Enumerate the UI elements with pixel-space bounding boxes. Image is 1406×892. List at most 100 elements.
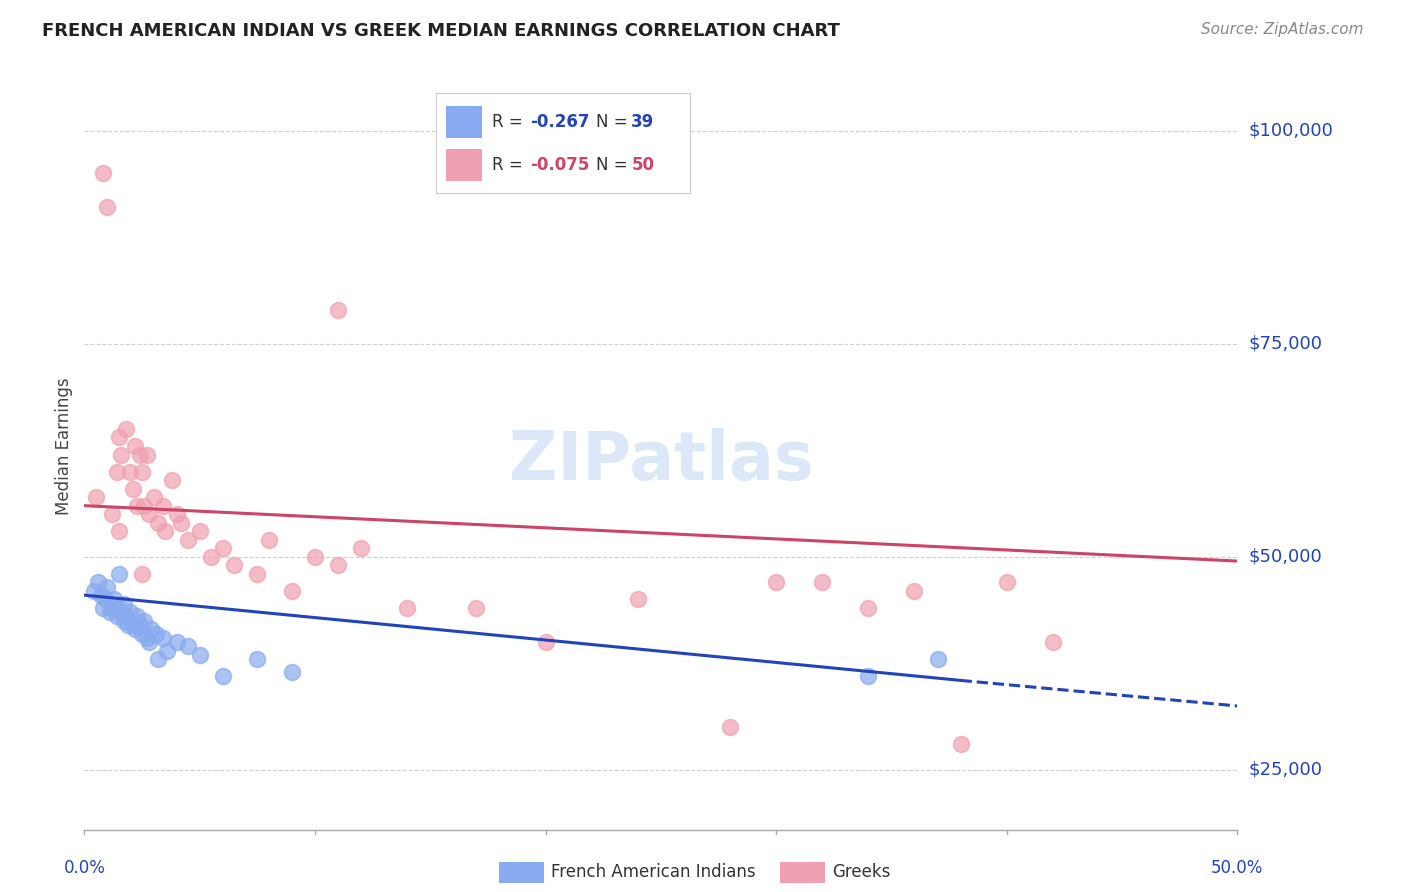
Point bbox=[903, 583, 925, 598]
Point bbox=[718, 720, 741, 734]
Point bbox=[166, 635, 188, 649]
Point bbox=[110, 605, 132, 619]
Text: Greeks: Greeks bbox=[832, 863, 891, 881]
Point bbox=[110, 448, 132, 462]
Text: $50,000: $50,000 bbox=[1249, 548, 1322, 566]
Point bbox=[127, 499, 149, 513]
Point bbox=[117, 618, 139, 632]
Point bbox=[128, 448, 150, 462]
Point bbox=[246, 652, 269, 666]
Text: ZIPatlas: ZIPatlas bbox=[509, 428, 813, 494]
Point bbox=[153, 524, 176, 539]
Point bbox=[89, 588, 111, 602]
Text: $25,000: $25,000 bbox=[1249, 761, 1323, 779]
Point bbox=[170, 516, 193, 530]
Point bbox=[326, 302, 349, 317]
Point bbox=[465, 601, 488, 615]
Point bbox=[131, 566, 153, 581]
Point bbox=[108, 430, 131, 444]
Point bbox=[138, 635, 160, 649]
Point bbox=[811, 575, 834, 590]
Point bbox=[84, 490, 107, 504]
Point bbox=[134, 499, 156, 513]
Point bbox=[115, 422, 138, 436]
Point bbox=[96, 580, 118, 594]
Point bbox=[108, 566, 131, 581]
Point bbox=[146, 652, 169, 666]
Point bbox=[131, 465, 153, 479]
Point bbox=[115, 609, 138, 624]
Text: French American Indians: French American Indians bbox=[551, 863, 756, 881]
Point bbox=[927, 652, 949, 666]
Point bbox=[94, 592, 117, 607]
Point bbox=[108, 601, 131, 615]
Point bbox=[152, 631, 174, 645]
Point bbox=[101, 507, 124, 521]
Point bbox=[120, 605, 142, 619]
Point bbox=[146, 516, 169, 530]
Point bbox=[765, 575, 787, 590]
Point bbox=[177, 640, 200, 654]
Point bbox=[98, 605, 121, 619]
Point bbox=[281, 583, 304, 598]
Point bbox=[246, 566, 269, 581]
Point bbox=[112, 597, 135, 611]
Point bbox=[224, 558, 246, 573]
Point bbox=[949, 737, 972, 751]
Point bbox=[87, 575, 110, 590]
Point bbox=[627, 592, 650, 607]
Text: 0.0%: 0.0% bbox=[63, 859, 105, 878]
Point bbox=[124, 439, 146, 453]
Point bbox=[112, 614, 135, 628]
Point bbox=[350, 541, 373, 556]
Point bbox=[188, 648, 211, 662]
Point bbox=[281, 665, 304, 679]
Point bbox=[101, 601, 124, 615]
Y-axis label: Median Earnings: Median Earnings bbox=[55, 377, 73, 515]
Point bbox=[96, 200, 118, 214]
Point bbox=[120, 465, 142, 479]
Point bbox=[105, 465, 128, 479]
Point bbox=[131, 626, 153, 640]
Point bbox=[91, 166, 114, 180]
Point bbox=[103, 592, 125, 607]
Point bbox=[995, 575, 1018, 590]
Point bbox=[134, 614, 156, 628]
Text: FRENCH AMERICAN INDIAN VS GREEK MEDIAN EARNINGS CORRELATION CHART: FRENCH AMERICAN INDIAN VS GREEK MEDIAN E… bbox=[42, 22, 839, 40]
Point bbox=[200, 549, 222, 564]
Point bbox=[858, 669, 880, 683]
Point bbox=[128, 618, 150, 632]
Point bbox=[105, 609, 128, 624]
Point bbox=[124, 622, 146, 636]
Point bbox=[166, 507, 188, 521]
Point bbox=[211, 669, 233, 683]
Text: $75,000: $75,000 bbox=[1249, 334, 1323, 352]
Point bbox=[177, 533, 200, 547]
Point bbox=[257, 533, 280, 547]
Point bbox=[534, 635, 557, 649]
Point bbox=[326, 558, 349, 573]
Point bbox=[142, 490, 165, 504]
Point bbox=[304, 549, 326, 564]
Point bbox=[108, 524, 131, 539]
Point bbox=[138, 507, 160, 521]
Point bbox=[211, 541, 233, 556]
Text: 50.0%: 50.0% bbox=[1211, 859, 1264, 878]
Text: $100,000: $100,000 bbox=[1249, 121, 1333, 140]
Point bbox=[83, 583, 105, 598]
Point bbox=[152, 499, 174, 513]
Point bbox=[141, 622, 163, 636]
Point bbox=[145, 626, 167, 640]
Point bbox=[1042, 635, 1064, 649]
Point bbox=[127, 609, 149, 624]
Text: Source: ZipAtlas.com: Source: ZipAtlas.com bbox=[1201, 22, 1364, 37]
Point bbox=[121, 618, 143, 632]
Point bbox=[91, 601, 114, 615]
Point bbox=[188, 524, 211, 539]
Point bbox=[135, 631, 157, 645]
Point bbox=[396, 601, 419, 615]
Point bbox=[160, 473, 183, 487]
Point bbox=[121, 482, 143, 496]
Point bbox=[858, 601, 880, 615]
Point bbox=[135, 448, 157, 462]
